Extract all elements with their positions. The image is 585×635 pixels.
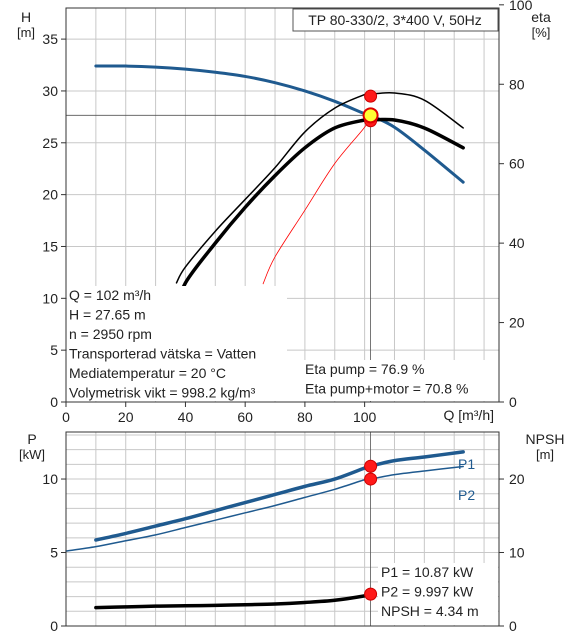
- eta-axis-unit: [%]: [532, 25, 551, 40]
- x-tick-label: 80: [297, 409, 313, 425]
- series-line-1-0: [94, 450, 465, 542]
- bottom-markers: [364, 459, 378, 601]
- series-line-0-2: [174, 117, 465, 313]
- y-tick-label: 10: [42, 471, 58, 487]
- info-line: n = 2950 rpm: [69, 326, 152, 342]
- value-line: P1 = 10.87 kW: [381, 564, 474, 580]
- series-label-p2: P2: [458, 487, 475, 503]
- y2-tick-label: 80: [509, 76, 525, 92]
- y-tick-label: 0: [50, 618, 58, 634]
- p-axis-label: P: [27, 431, 36, 447]
- series-label-p1: P1: [458, 456, 475, 472]
- duty-point-marker: [364, 89, 378, 103]
- eta-line: Eta pump+motor = 70.8 %: [305, 381, 468, 397]
- y-tick-label: 35: [42, 31, 58, 47]
- top-ticks: 0 5 10 15 20 25 30 35 0 20 40 60 80 100 0 20 40 60 80 100: [42, 0, 532, 425]
- duty-point-marker: [364, 472, 378, 486]
- operating-point-marker: [362, 107, 379, 124]
- series-line-1-1: [65, 465, 464, 552]
- duty-point-marker: [364, 459, 378, 473]
- series-line-1-2: [94, 592, 373, 610]
- info-line: Q = 102 m³/h: [69, 287, 151, 303]
- series-line-0-3: [262, 114, 371, 285]
- y-tick-label: 30: [42, 83, 58, 99]
- y-tick-label: 25: [42, 135, 58, 151]
- info-box: Q = 102 m³/h H = 27.65 m n = 2950 rpm Trans…: [67, 286, 498, 401]
- x-tick-label: 40: [178, 409, 194, 425]
- value-line: P2 = 9.997 kW: [381, 584, 474, 600]
- y-tick-label: 5: [50, 342, 58, 358]
- series-line-0-1: [175, 91, 464, 284]
- npsh-axis-unit: [m]: [536, 447, 554, 462]
- eta-line: Eta pump = 76.9 %: [305, 361, 424, 377]
- power-values-box: P1 = 10.87 kW P2 = 9.997 kW NPSH = 4.34 m: [378, 563, 498, 625]
- info-line: Mediatemperatur = 20 °C: [69, 365, 226, 381]
- series-line-0-0: [94, 64, 465, 184]
- y-tick-label: 0: [50, 394, 58, 410]
- y-tick-label: 10: [42, 290, 58, 306]
- y2-tick-label: 10: [509, 545, 525, 561]
- chart-title: TP 80-330/2, 3*400 V, 50Hz: [308, 12, 482, 28]
- duty-point-marker: [364, 587, 378, 601]
- top-plot-frame: [65, 7, 500, 403]
- y2-tick-label: 40: [509, 235, 525, 251]
- x-tick-label: 60: [237, 409, 253, 425]
- p-axis-unit: [kW]: [19, 447, 45, 462]
- info-line: Transporterad vätska = Vatten: [69, 346, 256, 362]
- y2-tick-label: 20: [509, 315, 525, 331]
- npsh-axis-label: NPSH: [526, 431, 565, 447]
- y2-tick-label: 0: [509, 394, 517, 410]
- info-line: H = 27.65 m: [69, 307, 146, 323]
- info-line: Volymetrisk vikt = 998.2 kg/m³: [69, 385, 256, 401]
- x-tick-label: 100: [353, 409, 377, 425]
- eta-axis-label: eta: [531, 9, 551, 25]
- y-tick-label: 20: [42, 187, 58, 203]
- value-line: NPSH = 4.34 m: [381, 603, 479, 619]
- y2-tick-label: 0: [509, 618, 517, 634]
- bottom-ticks: 0 5 10 0 10 20: [42, 471, 524, 634]
- h-axis-label: H: [21, 9, 31, 25]
- h-axis-unit: [m]: [17, 25, 35, 40]
- y2-tick-label: 100: [509, 0, 533, 13]
- top-markers: [362, 89, 379, 128]
- top-curves: [66, 64, 465, 402]
- y2-tick-label: 60: [509, 156, 525, 172]
- y-tick-label: 15: [42, 238, 58, 254]
- chart-title-box: TP 80-330/2, 3*400 V, 50Hz: [292, 8, 499, 32]
- y2-tick-label: 20: [509, 471, 525, 487]
- x-tick-label: 0: [62, 409, 70, 425]
- bottom-plot-frame: [65, 431, 500, 627]
- q-axis-label: Q [m³/h]: [443, 407, 494, 423]
- y-tick-label: 5: [50, 545, 58, 561]
- x-tick-label: 20: [118, 409, 134, 425]
